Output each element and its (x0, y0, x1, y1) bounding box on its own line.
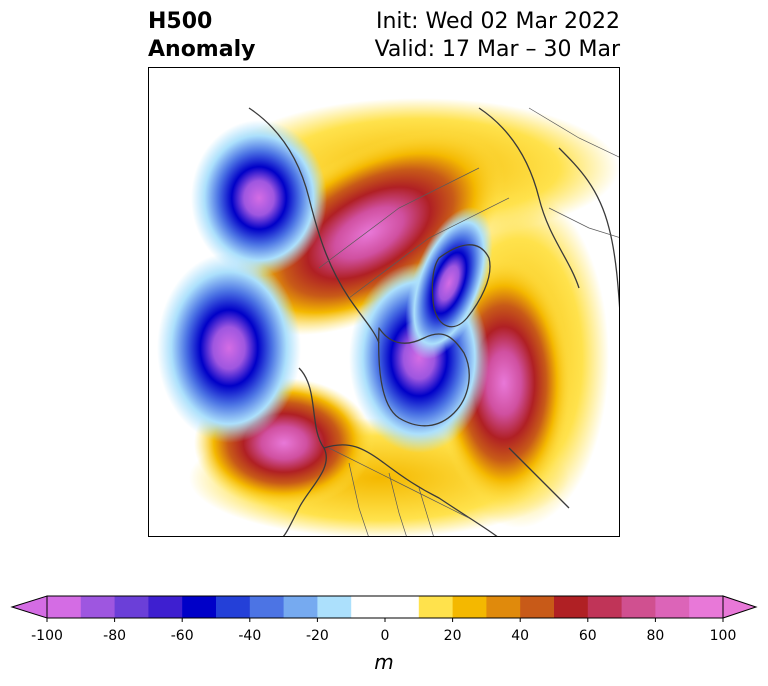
colorbar-segment (249, 596, 285, 618)
colorbar-segment (486, 596, 521, 618)
colorbar-segment (554, 596, 589, 618)
colorbar-tick-label: -80 (103, 628, 127, 644)
map-info: Init: Wed 02 Mar 2022 Valid: 17 Mar – 30… (375, 8, 620, 64)
colorbar-extend-min (10, 595, 48, 619)
colorbar-tick-label: 100 (709, 628, 737, 644)
colorbar-segment (216, 596, 251, 618)
colorbar-segment (520, 596, 555, 618)
colorbar (10, 592, 758, 626)
ridge-arctic-canada (233, 130, 505, 336)
colorbar-segment (182, 596, 217, 618)
colorbar-unit: m (374, 650, 394, 674)
colorbar-tick-label: 40 (511, 628, 530, 644)
colorbar-segment (148, 596, 183, 618)
trough-bering (191, 120, 327, 276)
colorbar-tick-label: 60 (578, 628, 597, 644)
colorbar-segment (452, 596, 487, 618)
colorbar-tick-label: -40 (238, 628, 262, 644)
title-line-1: H500 (148, 9, 213, 34)
colorbar-segment (351, 596, 386, 618)
colorbar-extend-max (722, 595, 758, 619)
colorbar-segment (385, 596, 420, 618)
colorbar-tick-label: 20 (443, 628, 462, 644)
colorbar-tick-label: 80 (646, 628, 665, 644)
colorbar-segment (317, 596, 352, 618)
init-date: Init: Wed 02 Mar 2022 (375, 9, 620, 34)
colorbar-segment (621, 596, 656, 618)
valid-range: Valid: 17 Mar – 30 Mar (374, 37, 620, 62)
colorbar-svg (10, 595, 758, 622)
colorbar-segment (114, 596, 149, 618)
colorbar-segment (47, 596, 82, 618)
colorbar-segment (689, 596, 724, 618)
colorbar-tick-label: -100 (31, 628, 63, 644)
colorbar-segment (655, 596, 690, 618)
colorbar-tick-label: 0 (380, 628, 390, 644)
map-title: H500 Anomaly (148, 8, 255, 64)
political-borders (318, 107, 619, 536)
colorbar-segment (418, 596, 454, 618)
colorbar-segment (283, 596, 318, 618)
trough-north-pacific (157, 253, 301, 443)
colorbar-tick-label: -20 (305, 628, 329, 644)
colorbar-ticks: -100 -80 -60 -40 -20 0 20 40 60 80 100 (0, 628, 768, 648)
title-line-2: Anomaly (148, 37, 256, 62)
coastlines (248, 107, 619, 536)
colorbar-segment (587, 596, 623, 618)
anomaly-map-svg (157, 98, 619, 536)
colorbar-segment (80, 596, 116, 618)
colorbar-tick-label: -60 (170, 628, 194, 644)
anomaly-map (148, 67, 620, 537)
